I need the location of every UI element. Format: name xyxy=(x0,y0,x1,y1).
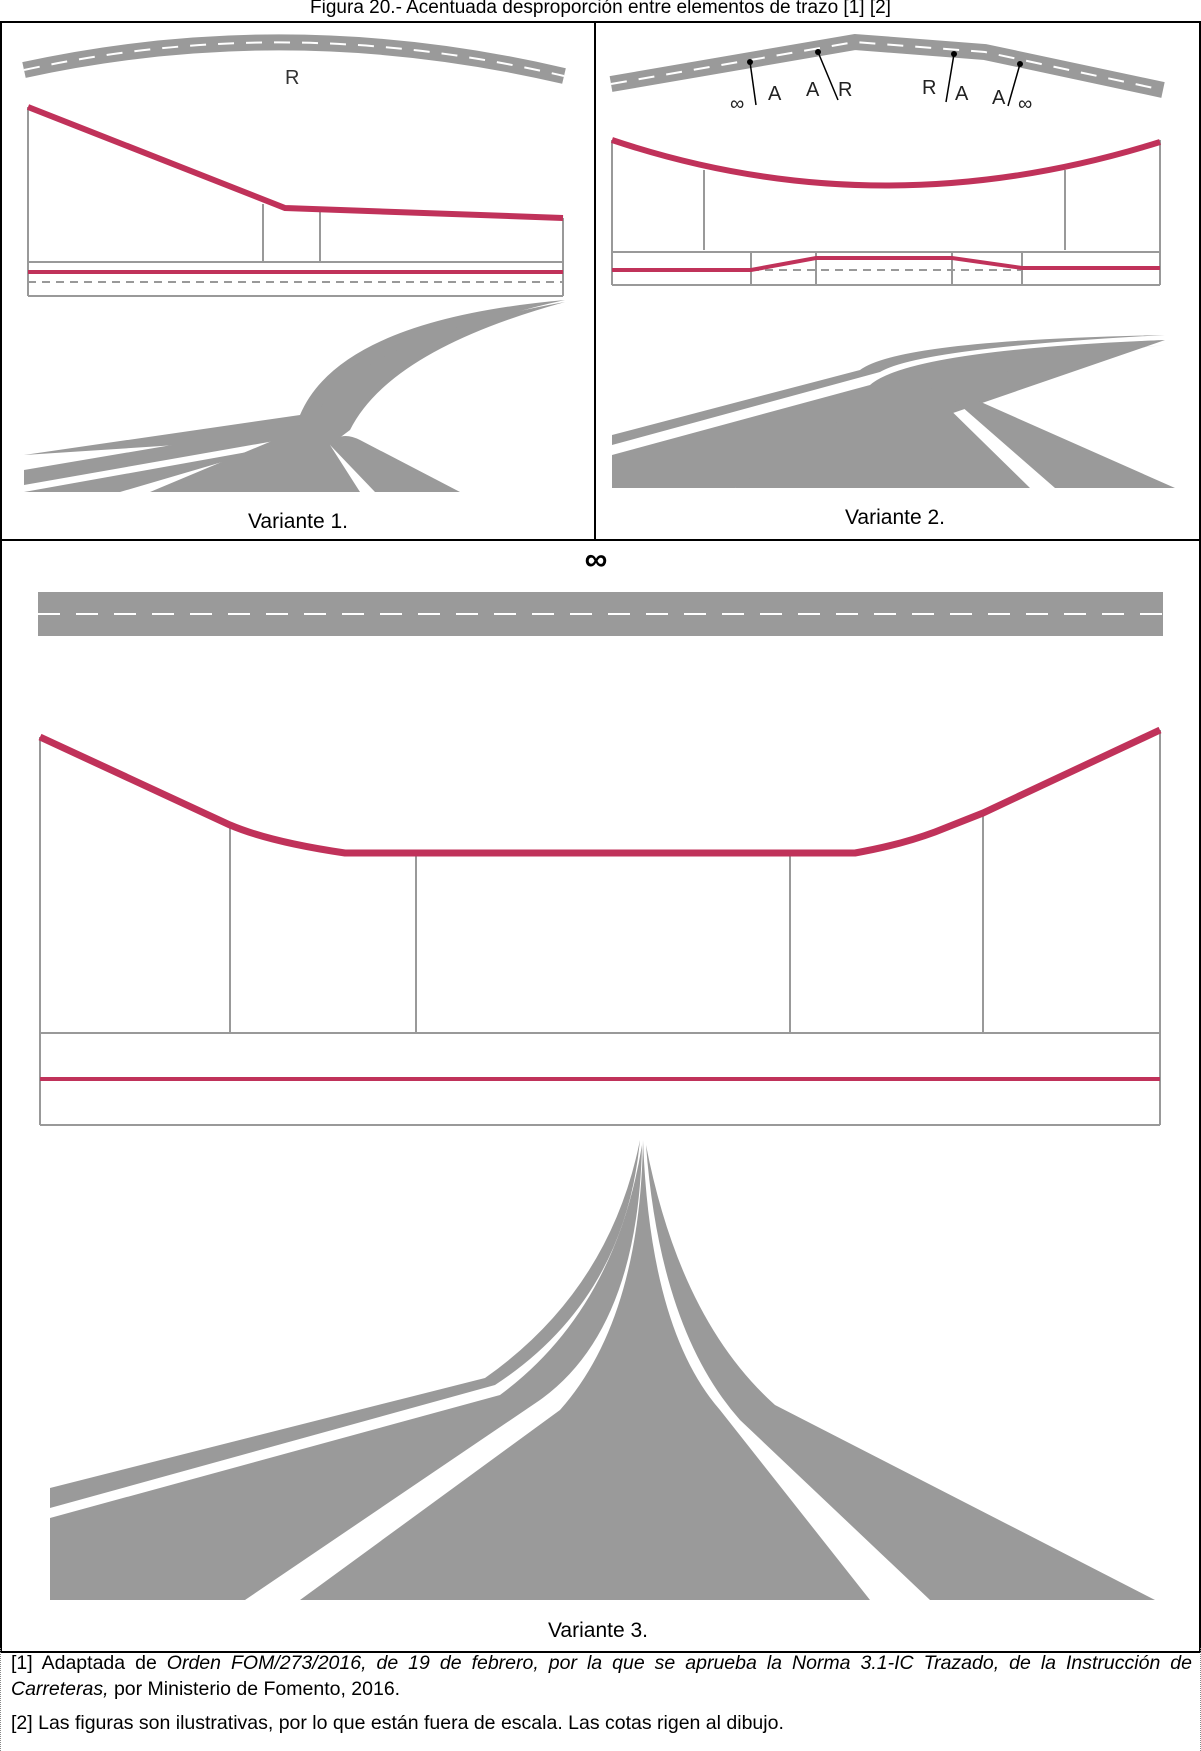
variant-1-curvature-diagram xyxy=(26,104,564,297)
footnote-1-suffix: por Ministerio de Fomento, 2016. xyxy=(108,1678,401,1700)
variant-1-panel: R Variante 1. xyxy=(22,34,566,533)
variant-3-label: Variante 3. xyxy=(548,1619,648,1642)
variant-1-label: Variante 1. xyxy=(248,510,348,533)
footnote-2-text: [2] Las figuras son ilustrativas, por lo… xyxy=(11,1712,784,1734)
figure-caption: Figura 20.- Acentuada desproporción entr… xyxy=(310,0,891,18)
footnote-2: [2] Las figuras son ilustrativas, por lo… xyxy=(11,1710,1192,1736)
variant-3-panel: ∞ Variante 3. xyxy=(38,541,1163,1642)
footnote-1-citation: Orden FOM/273/2016, de 19 de febrero, po… xyxy=(11,1652,1192,1700)
variant-1-plan-view: R xyxy=(22,34,566,89)
v2-label-a-4: A xyxy=(992,87,1006,109)
variant-2-curvature-diagram xyxy=(611,137,1161,286)
panel-borders xyxy=(0,21,1201,1653)
v2-label-r-2: R xyxy=(922,77,936,99)
v2-label-a-2: A xyxy=(806,79,820,101)
variant-3-curvature-diagram xyxy=(38,726,1162,1126)
v2-label-r-1: R xyxy=(838,79,852,101)
v2-label-inf-2: ∞ xyxy=(1018,93,1032,115)
variant-1-radius-label: R xyxy=(285,67,299,89)
figure-drawing: R Variante 1. xyxy=(0,21,1201,1653)
variant-2-perspective-view xyxy=(612,335,1175,488)
footnote-1: [1] Adaptada de Orden FOM/273/2016, de 1… xyxy=(11,1650,1192,1702)
v2-label-a-3: A xyxy=(955,83,969,105)
variant-3-infinity-label: ∞ xyxy=(585,541,608,577)
variant-2-label: Variante 2. xyxy=(845,506,945,529)
figure-frame: R Variante 1. xyxy=(0,20,1201,1653)
v2-label-inf-1: ∞ xyxy=(730,93,744,115)
v2-label-a-1: A xyxy=(768,83,782,105)
variant-3-perspective-view xyxy=(50,1140,1155,1600)
footnotes: [1] Adaptada de Orden FOM/273/2016, de 1… xyxy=(0,1648,1201,1751)
variant-1-perspective-view xyxy=(24,300,565,492)
variant-2-panel: ∞ A A R R A A ∞ xyxy=(609,33,1175,529)
variant-2-plan-view: ∞ A A R R A A ∞ xyxy=(609,33,1165,115)
variant-3-plan-view xyxy=(38,592,1163,636)
footnote-1-prefix: [1] Adaptada de xyxy=(11,1652,167,1674)
